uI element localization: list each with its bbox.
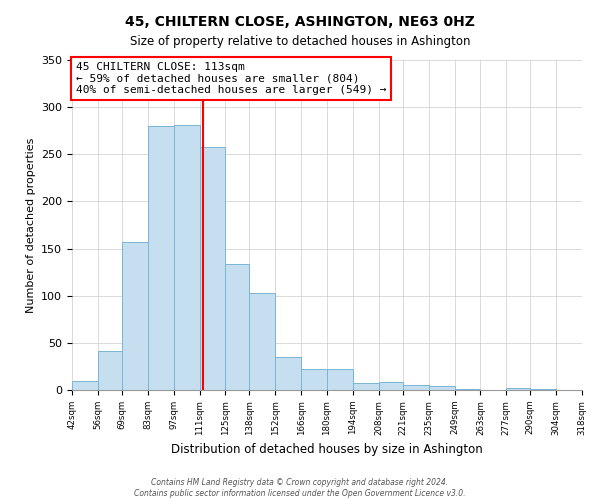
- Bar: [353, 384, 379, 390]
- Bar: [301, 370, 327, 390]
- Bar: [98, 352, 122, 390]
- Bar: [506, 388, 530, 390]
- Bar: [428, 386, 455, 390]
- Y-axis label: Number of detached properties: Number of detached properties: [26, 138, 35, 312]
- Bar: [199, 146, 226, 390]
- Text: 45 CHILTERN CLOSE: 113sqm
← 59% of detached houses are smaller (804)
40% of semi: 45 CHILTERN CLOSE: 113sqm ← 59% of detac…: [76, 62, 386, 95]
- Bar: [530, 389, 556, 390]
- Text: 45, CHILTERN CLOSE, ASHINGTON, NE63 0HZ: 45, CHILTERN CLOSE, ASHINGTON, NE63 0HZ: [125, 15, 475, 29]
- Bar: [327, 370, 353, 390]
- Bar: [122, 242, 148, 390]
- Bar: [582, 389, 600, 390]
- Text: Contains HM Land Registry data © Crown copyright and database right 2024.
Contai: Contains HM Land Registry data © Crown c…: [134, 478, 466, 498]
- Bar: [379, 382, 403, 390]
- Bar: [226, 264, 250, 390]
- Bar: [275, 357, 301, 390]
- Bar: [72, 380, 98, 390]
- Bar: [173, 125, 199, 390]
- Bar: [148, 126, 173, 390]
- Bar: [403, 386, 428, 390]
- X-axis label: Distribution of detached houses by size in Ashington: Distribution of detached houses by size …: [171, 443, 483, 456]
- Text: Size of property relative to detached houses in Ashington: Size of property relative to detached ho…: [130, 35, 470, 48]
- Bar: [455, 389, 481, 390]
- Bar: [250, 293, 275, 390]
